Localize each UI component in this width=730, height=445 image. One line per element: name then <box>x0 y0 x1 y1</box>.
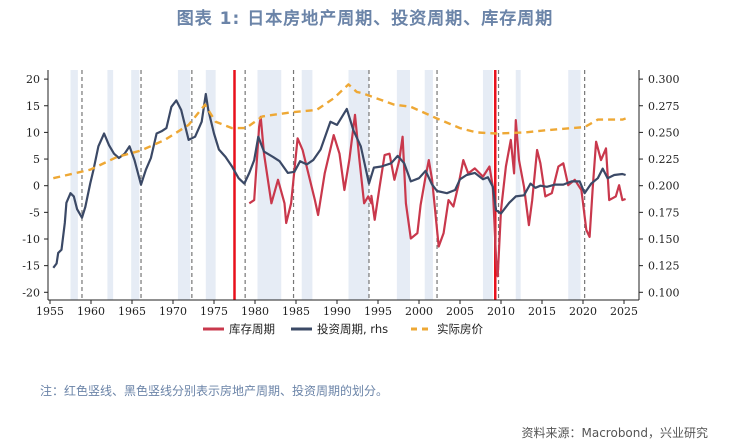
x-tick-label: 1970 <box>159 305 187 318</box>
x-tick-label: 1990 <box>323 305 351 318</box>
footnote: 注：红色竖线、黑色竖线分别表示房地产周期、投资周期的划分。 <box>40 384 389 398</box>
period-dividers <box>81 70 586 300</box>
shaded-period <box>396 70 410 300</box>
left-tick-label: 15 <box>26 100 40 113</box>
right-tick-label: 0.125 <box>648 260 680 273</box>
shaded-period <box>482 70 493 300</box>
legend-label-investment: 投资周期, rhs <box>317 322 388 336</box>
shaded-period <box>131 70 140 300</box>
left-tick-label: -5 <box>29 206 40 219</box>
series-lines <box>52 83 626 278</box>
x-tick-label: 2010 <box>487 305 515 318</box>
left-tick-label: 10 <box>26 126 40 139</box>
x-tick-label: 2025 <box>610 305 638 318</box>
axes: 20151050-5-10-15-200.3000.2750.2500.2250… <box>22 70 680 318</box>
legend-label-price: 实际房价 <box>437 322 483 336</box>
shaded-period <box>515 70 521 300</box>
x-tick-label: 2000 <box>405 305 433 318</box>
left-tick-label: 0 <box>33 180 40 193</box>
shaded-period <box>107 70 114 300</box>
shaded-period <box>424 70 433 300</box>
legend-label-inventory: 库存周期 <box>229 322 275 336</box>
x-tick-label: 1975 <box>200 305 228 318</box>
chart-title: 图表 1: 日本房地产周期、投资周期、库存周期 <box>176 9 554 29</box>
x-tick-label: 1965 <box>118 305 146 318</box>
x-tick-label: 1960 <box>77 305 105 318</box>
left-tick-label: 5 <box>33 153 40 166</box>
shaded-period <box>301 70 313 300</box>
right-tick-label: 0.175 <box>648 206 680 219</box>
right-tick-label: 0.200 <box>648 180 680 193</box>
x-tick-label: 1995 <box>364 305 392 318</box>
shaded-period <box>348 70 369 300</box>
legend: 库存周期 投资周期, rhs 实际房价 <box>203 322 483 336</box>
left-tick-label: -20 <box>22 286 40 299</box>
right-tick-label: 0.100 <box>648 286 680 299</box>
x-tick-label: 2020 <box>569 305 597 318</box>
source-text: 资料来源：Macrobond，兴业研究 <box>521 426 709 440</box>
left-tick-label: -15 <box>22 260 40 273</box>
inventory-cycle-line <box>248 113 626 278</box>
left-tick-label: 20 <box>26 73 40 86</box>
right-tick-label: 0.300 <box>648 73 680 86</box>
shaded-period <box>70 70 78 300</box>
right-tick-label: 0.250 <box>648 126 680 139</box>
right-tick-label: 0.275 <box>648 100 680 113</box>
left-tick-label: -10 <box>22 233 40 246</box>
x-tick-label: 1985 <box>282 305 310 318</box>
x-tick-label: 1980 <box>241 305 269 318</box>
x-tick-label: 2005 <box>446 305 474 318</box>
investment-cycle-line <box>52 92 626 269</box>
right-tick-label: 0.225 <box>648 153 680 166</box>
shaded-period <box>177 70 191 300</box>
x-tick-label: 2015 <box>528 305 556 318</box>
shaded-periods <box>70 70 581 300</box>
shaded-period <box>205 70 216 300</box>
x-tick-label: 1955 <box>36 305 64 318</box>
right-tick-label: 0.150 <box>648 233 680 246</box>
